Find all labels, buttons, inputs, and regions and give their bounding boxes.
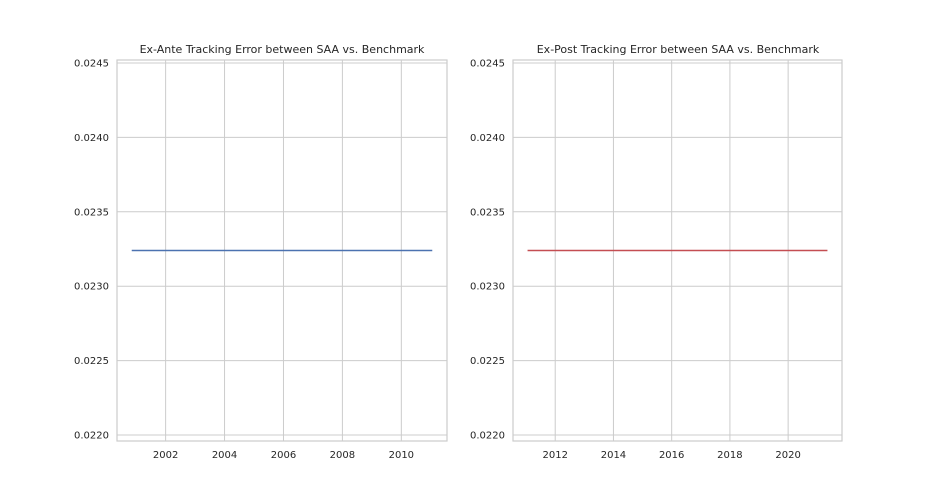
ex-post-x-tick-label: 2014 — [601, 450, 626, 461]
ex-ante-chart: 2002 2004 2006 2008 2010 0.0220 0.0225 0.0230 0.… — [74, 43, 448, 461]
ex-post-y-tick-label: 0.0235 — [470, 207, 505, 218]
ex-ante-x-tick-label: 2004 — [212, 450, 237, 461]
ex-ante-y-tick-label: 0.0225 — [74, 356, 109, 367]
ex-post-x-tick-label: 2018 — [717, 450, 742, 461]
ex-ante-chart-title: Ex-Ante Tracking Error between SAA vs. B… — [140, 43, 425, 56]
ex-post-x-tick-label: 2012 — [542, 450, 567, 461]
ex-post-y-tick-label: 0.0220 — [470, 431, 505, 442]
ex-ante-y-tick-label: 0.0235 — [74, 207, 109, 218]
ex-ante-x-tick-label: 2002 — [153, 450, 178, 461]
ex-post-x-tick-label: 2016 — [659, 450, 684, 461]
ex-post-y-tick-label: 0.0240 — [470, 133, 505, 144]
ex-post-chart-title: Ex-Post Tracking Error between SAA vs. B… — [537, 43, 820, 56]
ex-ante-y-tick-label: 0.0230 — [74, 282, 109, 293]
ex-ante-x-tick-label: 2006 — [271, 450, 296, 461]
ex-post-x-tick-label: 2020 — [775, 450, 800, 461]
ex-post-y-tick-label: 0.0245 — [470, 58, 505, 69]
ex-ante-x-tick-label: 2010 — [389, 450, 414, 461]
ex-post-chart: 2012 2014 2016 2018 2020 0.0220 0.0225 0.0230 0.… — [470, 43, 843, 461]
ex-ante-plot-frame — [116, 59, 448, 442]
ex-ante-y-tick-label: 0.0220 — [74, 431, 109, 442]
ex-post-y-tick-label: 0.0225 — [470, 356, 505, 367]
ex-post-y-tick-label: 0.0230 — [470, 282, 505, 293]
ex-ante-y-tick-label: 0.0240 — [74, 133, 109, 144]
ex-post-plot-frame — [512, 59, 843, 442]
ex-ante-y-tick-label: 0.0245 — [74, 58, 109, 69]
ex-ante-x-tick-label: 2008 — [330, 450, 355, 461]
